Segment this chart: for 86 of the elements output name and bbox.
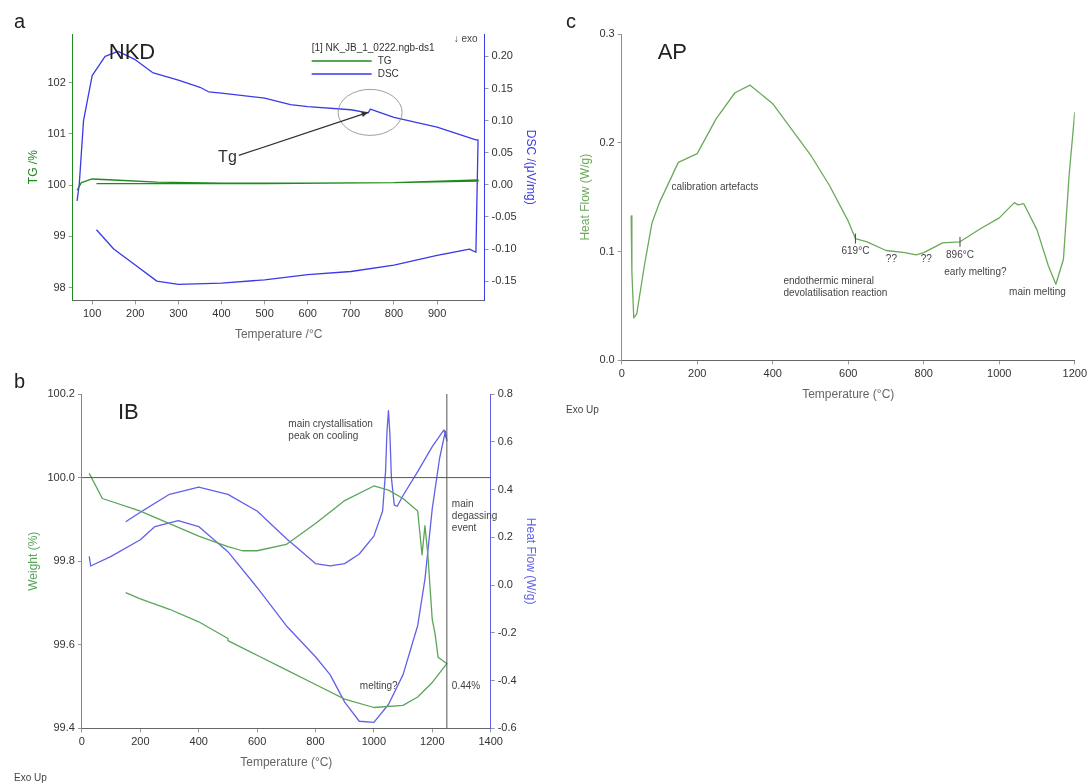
x-tick-label: 400 — [212, 307, 231, 320]
y-tick-label: 0.0 — [599, 353, 615, 366]
y-tick-label: 98 — [53, 280, 66, 293]
y2-tick-label: 0.8 — [497, 387, 513, 400]
y-axis-title: Heat Flow (W/g) — [577, 153, 592, 241]
x-tick-label: 200 — [688, 367, 707, 380]
x-tick-label: 900 — [427, 307, 447, 320]
x-tick-label: 700 — [341, 307, 361, 320]
x-tick-label: 600 — [839, 367, 858, 380]
y2-tick-label: 0.20 — [491, 49, 513, 62]
x-axis-title: Temperature (°C) — [802, 387, 895, 402]
y2-tick-label: -0.4 — [497, 673, 517, 686]
y-tick-label: 0.3 — [599, 27, 615, 40]
x-tick-label: 600 — [298, 307, 317, 320]
y2-axis-title: Heat Flow (W/g) — [524, 517, 539, 605]
annotation: early melting? — [944, 266, 1007, 278]
annotation: ?? — [920, 252, 933, 264]
y-axis-title: TG /% — [25, 149, 40, 185]
y-tick-label: 101 — [47, 126, 66, 139]
y2-tick-label: -0.10 — [491, 242, 517, 255]
y2-tick-label: -0.05 — [491, 209, 517, 222]
y-tick-label: 99.4 — [53, 721, 75, 734]
chart-subtitle: AP — [657, 39, 688, 65]
x-tick-label: 100 — [82, 307, 102, 320]
y-tick-label: 100.2 — [47, 387, 75, 400]
text: Exo Up — [566, 403, 600, 415]
y-tick-label: 99.8 — [53, 554, 75, 567]
x-tick-label: 1000 — [361, 735, 387, 748]
chart-subtitle: NKD — [108, 39, 156, 65]
annotation: main crystallisation peak on cooling — [288, 417, 373, 441]
x-tick-label: 1000 — [987, 367, 1012, 380]
y2-tick-label: -0.6 — [497, 721, 517, 734]
y-tick-label: 102 — [47, 75, 66, 88]
chart-title: a — [14, 10, 26, 33]
x-tick-label: 1400 — [478, 735, 503, 748]
annotation: melting? — [359, 680, 399, 692]
y2-tick-label: 0.15 — [491, 81, 513, 94]
x-tick-label: 200 — [131, 735, 150, 748]
y2-tick-label: 0.05 — [491, 145, 513, 158]
x-tick-label: 300 — [169, 307, 188, 320]
x-tick-label: 1200 — [1062, 367, 1088, 380]
x-tick-label: 800 — [306, 735, 325, 748]
x-tick-label: 800 — [914, 367, 933, 380]
y2-axis-title: DSC /(μV/mg) — [524, 129, 539, 205]
chart-title: c — [566, 10, 576, 33]
text: TG — [377, 54, 392, 66]
x-axis-title: Temperature /°C — [234, 327, 323, 342]
text: Exo Up — [14, 771, 48, 783]
y2-tick-label: 0.0 — [497, 578, 513, 591]
text: DSC — [377, 67, 399, 79]
y-tick-label: 100 — [47, 178, 66, 191]
y-tick-label: 100.0 — [47, 470, 75, 483]
y-tick-label: 99 — [53, 229, 66, 242]
y-tick-label: 0.1 — [599, 244, 615, 257]
annotation: calibration artefacts — [671, 181, 759, 193]
y2-tick-label: -0.15 — [491, 274, 517, 287]
x-tick-label: 0 — [78, 735, 85, 748]
y2-tick-label: -0.2 — [497, 625, 517, 638]
x-tick-label: 800 — [384, 307, 404, 320]
y2-tick-label: 0.4 — [497, 482, 513, 495]
x-tick-label: 400 — [189, 735, 208, 748]
annotation: main melting — [1009, 285, 1066, 297]
annotation: endothermic mineral devolatilisation reaction — [783, 274, 888, 298]
x-tick-label: 600 — [247, 735, 267, 748]
x-tick-label: 400 — [763, 367, 782, 380]
chart-title: b — [14, 370, 26, 393]
chart-subtitle: IB — [117, 399, 139, 425]
y-tick-label: 99.6 — [53, 637, 75, 650]
x-tick-label: 200 — [126, 307, 145, 320]
annotation: ↓ exo — [453, 33, 478, 45]
y-tick-label: 0.2 — [599, 135, 615, 148]
annotation: 0.44% — [451, 680, 481, 692]
y2-tick-label: 0.2 — [497, 530, 513, 543]
x-tick-label: 0 — [618, 367, 625, 380]
legend-title: [1] NK_JB_1_0222.ngb-ds1 — [311, 41, 435, 53]
y2-tick-label: 0.00 — [491, 177, 513, 190]
y-axis-title: Weight (%) — [25, 531, 40, 591]
x-axis-title: Temperature (°C) — [240, 755, 333, 770]
y2-tick-label: 0.10 — [491, 113, 513, 126]
annotation: 619°C — [841, 245, 870, 257]
y2-tick-label: 0.6 — [497, 434, 513, 447]
annotation: 896°C — [946, 248, 974, 260]
annotation: Tg — [218, 147, 237, 165]
x-tick-label: 500 — [255, 307, 274, 320]
annotation: ?? — [885, 252, 898, 264]
x-tick-label: 1200 — [420, 735, 445, 748]
